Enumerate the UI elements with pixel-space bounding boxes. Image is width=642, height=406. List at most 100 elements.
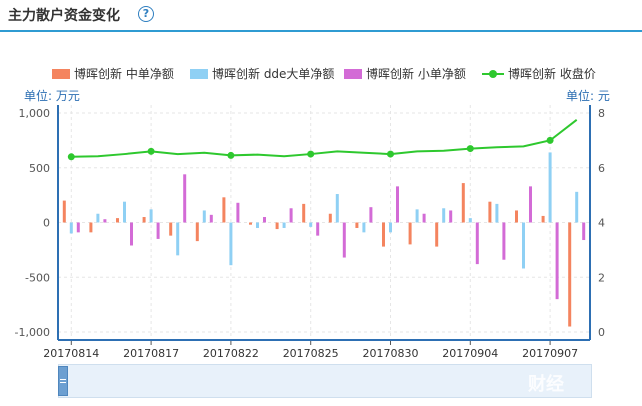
bar-small: [316, 222, 320, 236]
legend-dot-close: [489, 70, 497, 78]
y-right-tick-label: 4: [598, 217, 605, 230]
x-tick-label: 20170814: [43, 347, 99, 360]
bar-small: [449, 210, 453, 223]
bar-dde: [176, 222, 180, 256]
bar-mid: [488, 201, 492, 223]
watermark-text: 财经: [528, 374, 564, 395]
bar-small: [183, 174, 187, 223]
legend-swatch-dde: [190, 69, 208, 79]
close-price-point: [546, 136, 554, 144]
bar-mid: [515, 210, 518, 223]
y-left-tick-label: 0: [43, 217, 50, 230]
bar-small: [369, 207, 373, 223]
y-left-tick-label: -1,000: [15, 326, 50, 339]
bar-mid: [62, 200, 66, 223]
y-right-tick-label: 6: [598, 162, 605, 175]
y-left-tick-label: -500: [25, 271, 50, 284]
bar-small: [529, 186, 532, 223]
bar-mid: [461, 183, 465, 223]
bar-small: [236, 202, 240, 223]
bar-dde: [522, 222, 525, 269]
bar-mid: [222, 197, 226, 223]
page-title: 主力散户资金变化: [8, 8, 120, 24]
legend-swatch-small: [344, 69, 362, 79]
bar-small: [422, 213, 426, 223]
bar-small: [396, 186, 399, 223]
legend-item-mid[interactable]: 博晖创新 中单净额: [52, 66, 174, 82]
bar-mid: [328, 213, 332, 223]
bar-mid: [116, 218, 119, 223]
bar-small: [502, 222, 506, 260]
bar-small: [130, 222, 133, 246]
x-tick-label: 20170817: [123, 347, 179, 360]
bar-dde: [415, 209, 419, 223]
close-price-point: [387, 150, 394, 158]
y-right-tick-label: 0: [598, 326, 605, 339]
bar-mid: [89, 222, 93, 233]
y-left-tick-label: 500: [29, 162, 50, 175]
bar-dde: [548, 152, 552, 223]
bar-dde: [309, 222, 313, 227]
bar-small: [289, 208, 293, 223]
panel-header: 主力散户资金变化 ?: [0, 0, 642, 32]
bar-small: [263, 217, 266, 223]
close-price-point: [67, 153, 75, 161]
range-handle-left[interactable]: [58, 366, 68, 396]
x-tick-label: 20170825: [283, 347, 339, 360]
bar-dde: [442, 208, 446, 223]
bar-dde: [123, 201, 126, 223]
x-tick-label: 20170904: [442, 347, 498, 360]
bar-mid: [355, 222, 359, 228]
close-price-point: [227, 151, 235, 159]
bar-dde: [575, 191, 579, 223]
close-price-point: [466, 145, 474, 153]
legend-swatch-mid: [52, 69, 70, 79]
legend-label-close: 博晖创新 收盘价: [508, 67, 596, 81]
close-price-point: [307, 150, 315, 158]
close-price-point: [147, 147, 155, 155]
legend-label-small: 博晖创新 小单净额: [366, 67, 466, 81]
bar-dde: [282, 222, 286, 228]
legend-item-close[interactable]: 博晖创新 收盘价: [482, 66, 596, 82]
bar-dde: [256, 222, 259, 228]
x-tick-label: 20170822: [203, 347, 259, 360]
bar-dde: [96, 213, 100, 223]
legend-item-dde[interactable]: 博晖创新 dde大单净额: [190, 66, 334, 82]
legend-item-small[interactable]: 博晖创新 小单净额: [344, 66, 466, 82]
bar-small: [582, 222, 586, 241]
bar-dde: [69, 222, 73, 234]
bar-small: [156, 222, 160, 239]
bar-mid: [142, 217, 146, 223]
right-axis-unit: 单位: 元: [566, 89, 610, 103]
x-tick-label: 20170907: [522, 347, 578, 360]
legend-label-dde: 博晖创新 dde大单净额: [212, 67, 335, 81]
bar-small: [342, 222, 346, 258]
range-navigator[interactable]: [58, 364, 592, 398]
bar-mid: [568, 222, 572, 327]
bar-small: [209, 214, 213, 223]
close-price-line: [71, 119, 578, 158]
bar-mid: [541, 215, 545, 223]
left-axis-unit: 单位: 万元: [24, 89, 80, 103]
legend-label-mid: 博晖创新 中单净额: [74, 67, 174, 81]
bar-mid: [169, 222, 173, 236]
bar-dde: [149, 209, 153, 223]
bar-mid: [275, 222, 279, 230]
y-left-tick-label: 1,000: [19, 107, 51, 120]
bar-dde: [229, 222, 233, 266]
bar-dde: [495, 203, 499, 223]
bar-small: [475, 222, 479, 265]
bar-mid: [302, 203, 306, 223]
bar-dde: [389, 222, 392, 233]
bar-dde: [468, 218, 472, 223]
bar-mid: [408, 222, 412, 245]
bar-dde: [202, 210, 206, 223]
y-right-tick-label: 2: [598, 271, 605, 284]
bar-dde: [362, 222, 366, 233]
help-icon[interactable]: ?: [138, 6, 154, 22]
bar-dde: [335, 194, 339, 223]
bar-mid: [435, 222, 439, 247]
bar-mid: [195, 222, 199, 242]
y-right-tick-label: 8: [598, 107, 605, 120]
